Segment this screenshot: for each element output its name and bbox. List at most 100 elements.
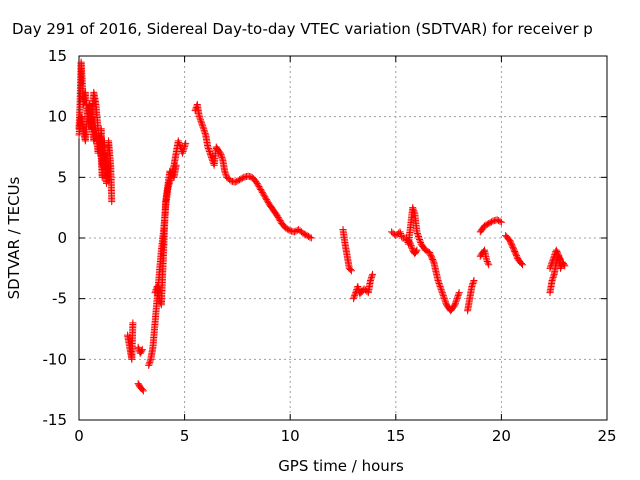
data-point-538 bbox=[138, 386, 146, 394]
data-point-1176 bbox=[468, 283, 476, 291]
data-point-542 bbox=[146, 358, 154, 366]
data-point-695 bbox=[182, 139, 190, 147]
data-point-1177 bbox=[468, 281, 476, 289]
data-point-911 bbox=[255, 183, 263, 191]
data-point-484 bbox=[105, 161, 113, 169]
y-tick-label-2: -5 bbox=[52, 290, 67, 308]
data-point-920 bbox=[263, 196, 271, 204]
data-point-1116 bbox=[437, 284, 445, 292]
data-point-1197 bbox=[496, 217, 504, 225]
data-point-1280 bbox=[548, 260, 556, 268]
axes bbox=[78, 55, 608, 421]
data-point-960 bbox=[307, 234, 315, 242]
data-point-921 bbox=[263, 197, 271, 205]
data-point-848 bbox=[207, 152, 215, 160]
x-tick-label-5: 25 bbox=[597, 427, 616, 445]
data-point-1076 bbox=[413, 228, 421, 236]
data-point-1120 bbox=[439, 290, 447, 298]
data-point-1198 bbox=[497, 218, 505, 226]
x-tick-labels: 0 5 10 15 20 25 bbox=[74, 427, 616, 445]
data-point-1245 bbox=[548, 276, 556, 284]
data-point-842 bbox=[204, 143, 212, 151]
data-point-823 bbox=[196, 114, 204, 122]
data-point-1115 bbox=[436, 283, 444, 291]
data-point-843 bbox=[204, 145, 212, 153]
data-point-828 bbox=[199, 122, 207, 130]
data-point-1081 bbox=[416, 236, 424, 244]
data-point-1276 bbox=[561, 262, 569, 270]
x-tick-label-2: 10 bbox=[281, 427, 300, 445]
data-point-1211 bbox=[483, 257, 491, 265]
data-point-933 bbox=[274, 212, 282, 220]
data-point-1248 bbox=[550, 272, 558, 280]
data-series bbox=[75, 58, 569, 395]
data-point-824 bbox=[196, 116, 204, 124]
data-point-1063 bbox=[410, 207, 418, 215]
data-point-694 bbox=[181, 141, 189, 149]
y-tick-label-4: 5 bbox=[57, 168, 67, 186]
data-point-873 bbox=[218, 154, 226, 162]
x-tick-label-0: 0 bbox=[74, 427, 84, 445]
data-point-1124 bbox=[441, 296, 449, 304]
data-point-934 bbox=[274, 214, 282, 222]
data-point-988 bbox=[347, 267, 355, 275]
data-point-917 bbox=[260, 191, 268, 199]
data-point-524 bbox=[129, 319, 137, 327]
chart-title: Day 291 of 2016, Sidereal Day-to-day VTE… bbox=[12, 20, 593, 38]
data-point-1079 bbox=[415, 232, 423, 240]
data-point-989 bbox=[350, 295, 358, 303]
data-point-919 bbox=[262, 194, 270, 202]
data-point-872 bbox=[218, 152, 226, 160]
data-point-914 bbox=[257, 187, 265, 195]
data-point-1119 bbox=[438, 289, 446, 297]
data-point-1180 bbox=[470, 276, 478, 284]
data-point-882 bbox=[221, 167, 229, 175]
data-point-1151 bbox=[408, 243, 416, 251]
x-tick-label-1: 5 bbox=[180, 427, 190, 445]
data-point-1145 bbox=[455, 289, 463, 297]
data-point-1098 bbox=[429, 257, 437, 265]
data-point-525 bbox=[134, 343, 142, 351]
data-point-912 bbox=[256, 184, 264, 192]
data-point-1278 bbox=[547, 263, 555, 271]
data-point-1159 bbox=[413, 246, 421, 254]
x-axis-title: GPS time / hours bbox=[278, 457, 404, 475]
data-point-847 bbox=[206, 151, 214, 159]
data-point-1121 bbox=[439, 292, 447, 300]
data-point-1284 bbox=[550, 254, 558, 262]
data-point-990 bbox=[350, 293, 358, 301]
data-point-681 bbox=[174, 137, 182, 145]
data-point-809 bbox=[172, 161, 180, 169]
data-point-689 bbox=[178, 149, 186, 157]
data-point-1178 bbox=[469, 280, 477, 287]
data-point-1019 bbox=[368, 273, 376, 281]
data-point-908 bbox=[252, 178, 260, 186]
data-point-1018 bbox=[367, 275, 375, 283]
data-point-1078 bbox=[414, 231, 422, 239]
data-point-915 bbox=[258, 188, 266, 196]
data-point-916 bbox=[259, 190, 267, 198]
data-point-822 bbox=[195, 113, 203, 121]
data-point-1150 bbox=[407, 242, 415, 250]
data-point-1028 bbox=[396, 228, 404, 236]
data-point-826 bbox=[197, 119, 205, 127]
data-point-918 bbox=[261, 193, 269, 201]
data-point-1113 bbox=[435, 280, 443, 287]
data-point-1283 bbox=[549, 255, 557, 263]
data-point-539 bbox=[139, 387, 147, 395]
data-point-684 bbox=[176, 141, 184, 149]
data-point-1017 bbox=[366, 276, 374, 284]
data-point-1143 bbox=[454, 292, 462, 300]
data-point-692 bbox=[180, 144, 188, 152]
y-tick-label-0: -15 bbox=[43, 411, 68, 429]
y-tick-label-5: 10 bbox=[48, 108, 67, 126]
data-point-693 bbox=[181, 143, 189, 151]
y-tick-label-1: -10 bbox=[43, 350, 68, 368]
data-point-832 bbox=[201, 128, 209, 136]
data-point-690 bbox=[179, 147, 187, 155]
data-point-1141 bbox=[453, 295, 461, 303]
data-point-1139 bbox=[452, 298, 460, 306]
data-point-312 bbox=[108, 198, 116, 206]
y-tick-label-3: 0 bbox=[57, 229, 67, 247]
